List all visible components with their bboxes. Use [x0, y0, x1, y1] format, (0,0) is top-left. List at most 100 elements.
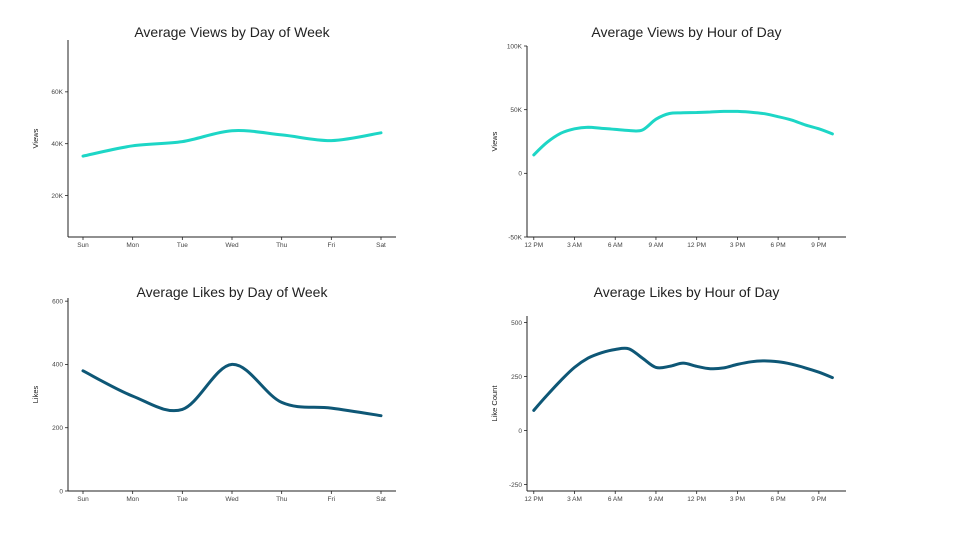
series-line: [81, 362, 383, 418]
data-point: [587, 126, 590, 129]
data-point: [750, 111, 753, 114]
x-tick-label: 3 PM: [730, 496, 745, 503]
data-point: [546, 141, 549, 144]
data-point: [831, 376, 834, 379]
y-tick-label: 400: [52, 362, 63, 369]
x-tick-label: 12 PM: [687, 242, 706, 249]
data-point: [831, 133, 834, 136]
series-line: [81, 128, 383, 158]
data-point: [231, 129, 234, 132]
data-point: [181, 140, 184, 143]
data-point: [627, 347, 630, 350]
y-tick-label: 600: [52, 298, 63, 305]
data-point: [722, 367, 725, 370]
y-tick-label: 0: [59, 488, 63, 495]
data-point: [668, 365, 671, 368]
y-tick-label: 100K: [507, 43, 523, 50]
y-tick-label: 250: [511, 374, 522, 381]
y-tick-label: 0: [518, 171, 522, 178]
x-tick-label: 6 AM: [608, 242, 623, 249]
data-point: [231, 363, 234, 366]
data-point: [790, 363, 793, 366]
data-point: [131, 144, 134, 147]
chart-panel-views_by_hour: Average Views by Hour of Day -50K 0 50K 100K…: [490, 24, 846, 249]
data-point: [668, 112, 671, 115]
x-tick-label: Wed: [225, 242, 239, 249]
data-point: [641, 129, 644, 132]
data-point: [736, 363, 739, 366]
data-point: [600, 127, 603, 130]
y-tick-label: 50K: [510, 107, 522, 114]
data-point: [330, 139, 333, 142]
x-tick-label: 12 PM: [524, 242, 543, 249]
y-tick-label: 60K: [51, 89, 63, 96]
x-tick-label: Thu: [276, 242, 288, 249]
data-point: [695, 365, 698, 368]
chart-title: Average Views by Day of Week: [134, 24, 330, 40]
x-tick-label: Wed: [225, 496, 239, 503]
data-point: [181, 408, 184, 411]
x-tick-label: 9 PM: [811, 242, 826, 249]
y-tick-label: 500: [511, 320, 522, 327]
data-point: [380, 414, 383, 417]
data-point: [804, 367, 807, 370]
chart-panel-views_by_day: Average Views by Day of Week 20K 40K 60K Sun…: [31, 24, 396, 249]
y-axis-label: Views: [490, 131, 499, 151]
data-point: [682, 362, 685, 365]
data-point: [573, 127, 576, 130]
data-point: [330, 407, 333, 410]
x-tick-label: Mon: [126, 496, 139, 503]
y-axis-label: Views: [31, 128, 40, 148]
data-point: [532, 409, 535, 412]
x-tick-label: Sun: [77, 242, 89, 249]
data-point: [695, 111, 698, 114]
data-point: [560, 132, 563, 135]
series-line: [532, 346, 834, 412]
data-point: [709, 367, 712, 370]
data-point: [763, 360, 766, 363]
x-tick-label: Mon: [126, 242, 139, 249]
data-point: [790, 119, 793, 122]
x-tick-label: 6 PM: [771, 242, 786, 249]
x-tick-label: 3 AM: [567, 496, 582, 503]
x-tick-label: Thu: [276, 496, 288, 503]
x-tick-label: 6 PM: [771, 496, 786, 503]
data-point: [763, 112, 766, 115]
data-point: [600, 351, 603, 354]
x-tick-label: 6 AM: [608, 496, 623, 503]
data-point: [777, 360, 780, 363]
data-point: [818, 371, 821, 374]
data-point: [655, 118, 658, 121]
x-tick-label: Sat: [376, 496, 386, 503]
data-point: [380, 131, 383, 134]
data-point: [641, 357, 644, 360]
x-tick-label: Tue: [177, 496, 188, 503]
data-point: [82, 369, 85, 372]
data-point: [614, 348, 617, 351]
x-tick-label: 12 PM: [687, 496, 706, 503]
y-tick-label: 20K: [51, 193, 63, 200]
data-point: [777, 115, 780, 118]
data-point: [750, 360, 753, 363]
data-point: [804, 124, 807, 127]
x-tick-label: 9 PM: [811, 496, 826, 503]
y-axis-label: Likes: [31, 385, 40, 403]
data-point: [709, 111, 712, 114]
x-tick-label: Fri: [328, 496, 336, 503]
chart-panel-likes_by_day: Average Likes by Day of Week 0 200 400 600 Su…: [31, 284, 396, 503]
chart-title: Average Likes by Hour of Day: [594, 284, 780, 300]
data-point: [131, 395, 134, 398]
data-point: [532, 154, 535, 157]
x-tick-label: Fri: [328, 242, 336, 249]
data-point: [722, 110, 725, 113]
y-tick-label: -50K: [508, 234, 522, 241]
y-tick-label: 200: [52, 425, 63, 432]
data-point: [560, 379, 563, 382]
data-point: [280, 134, 283, 137]
x-tick-label: Sun: [77, 496, 89, 503]
y-tick-label: 0: [518, 428, 522, 435]
data-point: [280, 401, 283, 404]
x-tick-label: 9 AM: [649, 496, 664, 503]
chart-title: Average Views by Hour of Day: [591, 24, 781, 40]
